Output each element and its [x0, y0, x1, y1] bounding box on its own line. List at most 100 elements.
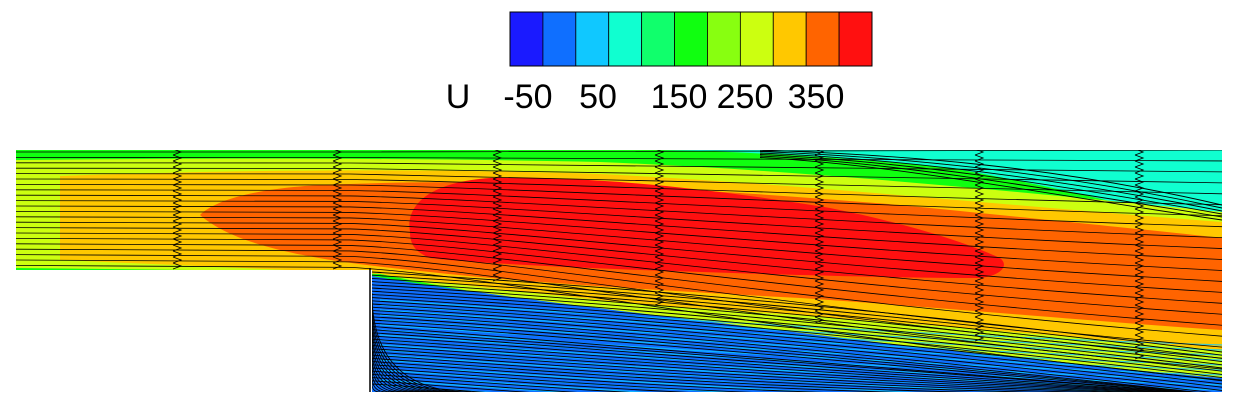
streamline-arrow — [814, 238, 825, 246]
legend-swatch — [772, 11, 807, 67]
streamline-arrow — [1134, 214, 1145, 222]
streamline — [16, 189, 1222, 228]
streamline-arrow — [492, 196, 503, 204]
streamline — [16, 211, 1222, 271]
legend-swatch — [608, 11, 643, 67]
streamline-arrow — [654, 214, 665, 222]
arrow-column — [332, 150, 343, 270]
arrow-column — [1134, 150, 1145, 360]
recirculation-line — [371, 354, 1222, 392]
streamline-arrow — [1134, 292, 1145, 300]
legend-tick-label: 150 — [651, 78, 708, 116]
streamline-arrow — [332, 150, 343, 156]
legend-swatch — [641, 11, 675, 67]
streamline-arrow — [492, 166, 503, 174]
streamline-arrow — [654, 220, 665, 228]
streamline-arrow — [654, 262, 665, 270]
streamline-arrow — [1134, 268, 1145, 276]
streamline-arrow — [1134, 154, 1145, 162]
streamline-arrow — [974, 154, 985, 162]
recirculation-streak — [379, 329, 1222, 376]
contour-band-red — [409, 177, 1004, 278]
streamline-arrow — [172, 256, 183, 264]
streamline-arrow — [332, 214, 343, 222]
legend-swatch — [575, 11, 610, 67]
corner-vortex-line — [371, 299, 465, 392]
streamline — [16, 194, 1222, 239]
streamline-arrow — [492, 232, 503, 240]
legend-swatch — [707, 11, 741, 67]
streamline-arrow — [492, 160, 503, 168]
corner-vortex-line — [371, 334, 430, 392]
recirculation-line — [371, 361, 1222, 392]
streamline-arrow — [654, 226, 665, 234]
separation-line — [759, 154, 1222, 215]
legend-tick-label: 350 — [788, 78, 845, 116]
streamline-arrow — [814, 226, 825, 234]
flow-domain — [16, 150, 1222, 392]
streamline-arrow — [1134, 340, 1145, 348]
corner-vortex-line — [371, 327, 437, 392]
streamline — [16, 221, 1222, 293]
streamline-arrow — [172, 262, 183, 270]
streamline-arrow — [172, 150, 183, 156]
arrow-column — [814, 150, 825, 324]
streamline-arrow — [974, 184, 985, 192]
recirculation-line — [371, 274, 1222, 356]
streamline-arrow — [654, 190, 665, 198]
streamline-arrow — [332, 202, 343, 210]
streamline-arrow — [974, 202, 985, 210]
legend-tick-label: 250 — [717, 78, 774, 116]
streamline-arrow — [172, 202, 183, 210]
recirculation-line — [371, 377, 1222, 392]
streamline — [16, 238, 1222, 326]
streamline-arrow — [814, 298, 825, 306]
streamline-arrow — [1134, 328, 1145, 336]
recirculation-line — [371, 357, 1222, 392]
streamline-arrow — [974, 286, 985, 294]
streamline-arrow-columns — [172, 150, 1145, 360]
streamline-arrow — [492, 268, 503, 276]
corner-vortex-line — [371, 383, 381, 392]
streamline-arrow — [1134, 196, 1145, 204]
streamline — [16, 150, 1222, 153]
recirculation-line — [371, 313, 1222, 392]
recirculation-streak — [379, 364, 1222, 392]
recirculation-line — [371, 300, 1222, 382]
streamline-arrow — [974, 262, 985, 270]
streamline-arrow — [654, 250, 665, 258]
streamline-arrow — [974, 298, 985, 306]
recirculation-line — [371, 335, 1222, 392]
streamline-arrow — [814, 178, 825, 186]
streamline-arrow — [654, 238, 665, 246]
streamline-arrow — [492, 214, 503, 222]
streamline-arrow — [654, 286, 665, 294]
streamline-arrow — [332, 226, 343, 234]
streamline-arrow — [172, 154, 183, 162]
corner-vortex-line — [371, 362, 402, 392]
streamline-arrow — [492, 190, 503, 198]
streamline-arrow — [814, 160, 825, 168]
streamline-arrow — [492, 154, 503, 162]
streamline-arrow — [332, 238, 343, 246]
streamline-arrow — [1134, 250, 1145, 258]
streamline-arrow — [974, 238, 985, 246]
recirculation-streak — [379, 379, 1222, 392]
streamline-arrow — [814, 208, 825, 216]
streamline-arrow — [332, 172, 343, 180]
streamline-arrow — [814, 262, 825, 270]
streamline-arrow — [492, 202, 503, 210]
streamline-arrow — [172, 190, 183, 198]
streamline — [16, 227, 1222, 304]
streamline-arrow — [814, 244, 825, 252]
streamline-arrow — [974, 292, 985, 300]
streamline-arrow — [1134, 304, 1145, 312]
recirculation-line — [371, 271, 1222, 353]
streamline-arrow — [814, 184, 825, 192]
streamline-arrow — [492, 226, 503, 234]
recirculation-line — [371, 290, 1222, 372]
streamline-arrow — [814, 280, 825, 288]
streamline-arrow — [654, 150, 665, 156]
corner-vortex-line — [371, 355, 409, 392]
streamline-arrow — [654, 256, 665, 264]
